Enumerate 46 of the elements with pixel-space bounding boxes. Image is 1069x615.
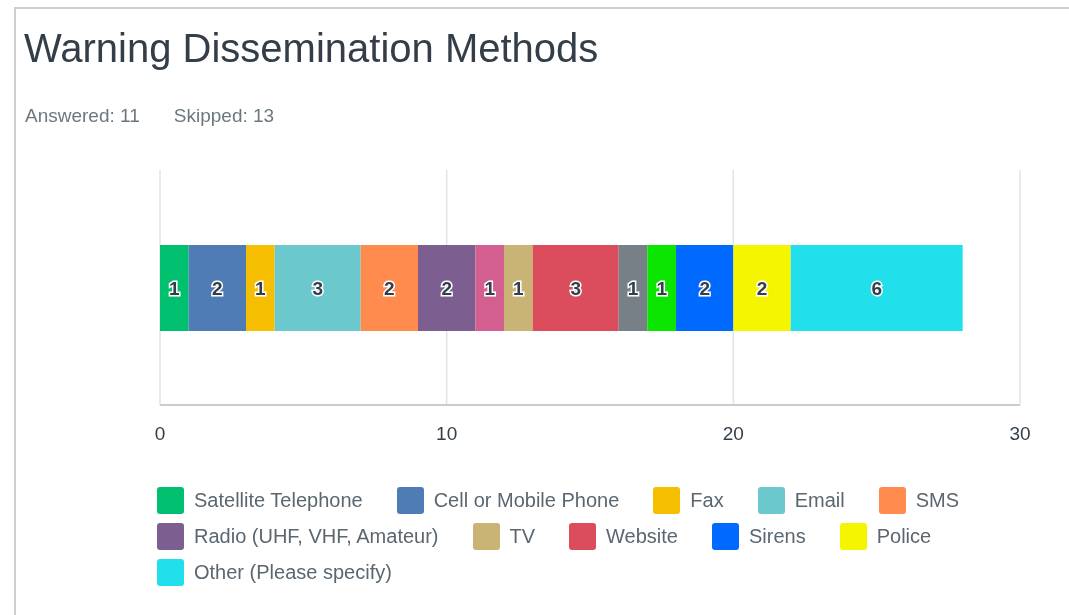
data-label: 6 (871, 277, 882, 299)
bar (475, 245, 504, 331)
data-label: 1 (255, 277, 267, 299)
bar (504, 245, 533, 331)
data-label: 3 (570, 277, 581, 299)
data-label: 1 (656, 277, 668, 299)
bar (733, 245, 791, 331)
legend-label: Fax (690, 488, 724, 512)
data-label: 3 (312, 277, 323, 299)
data-label: 1 (513, 277, 525, 299)
bar (790, 245, 963, 331)
legend-label: TV (509, 524, 536, 548)
bar (246, 245, 275, 331)
x-tick-label: 10 (436, 423, 458, 445)
data-label: 1 (627, 277, 639, 299)
bar (360, 245, 418, 331)
x-tick-label: 30 (1009, 423, 1031, 445)
data-label: 2 (441, 277, 452, 299)
legend-label: Email (794, 488, 845, 512)
bar (188, 245, 246, 331)
data-label: 2 (384, 277, 395, 299)
bar (618, 245, 648, 331)
data-label: 2 (756, 277, 768, 299)
legend-label: Radio (UHF, VHF, Amateur) (194, 524, 439, 548)
bar (274, 245, 361, 331)
legend-label: Website (606, 524, 678, 548)
text: Answered: 11 (25, 105, 140, 127)
legend-label: Other (Please specify) (194, 560, 392, 584)
x-tick-label: 0 (154, 423, 166, 445)
bar (676, 245, 734, 331)
bar (418, 245, 476, 331)
data-label: 1 (484, 277, 496, 299)
bar (532, 245, 619, 331)
bar (160, 245, 189, 331)
x-tick-label: 20 (722, 423, 744, 445)
legend-label: Satellite Telephone (194, 488, 363, 512)
legend-label: Cell or Mobile Phone (433, 488, 620, 512)
text: Skipped: 13 (173, 105, 275, 127)
chart-title: Warning Dissemination Methods (24, 26, 599, 71)
data-label: 2 (699, 277, 710, 299)
legend-label: SMS (915, 488, 960, 512)
data-label: 1 (169, 277, 181, 299)
legend-label: Sirens (748, 524, 806, 548)
legend-label: Police (876, 524, 932, 548)
data-label: 2 (212, 277, 223, 299)
bar (647, 245, 676, 331)
